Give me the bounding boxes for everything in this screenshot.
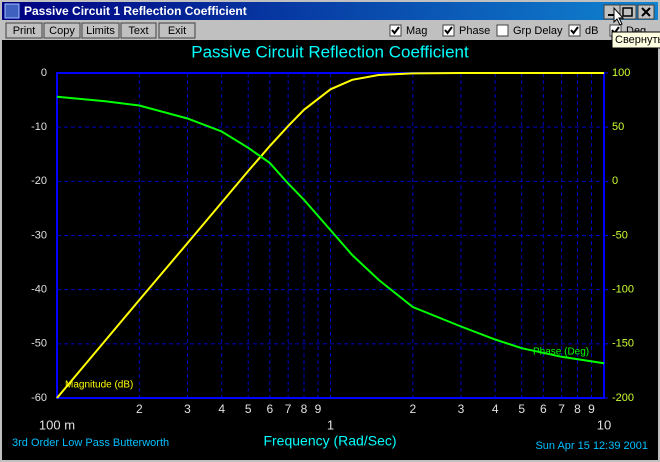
y2-tick-label: 50 [612, 121, 624, 133]
toolbar-button-label: Exit [168, 25, 186, 37]
checkbox-label: dB [585, 25, 598, 37]
checkbox[interactable] [496, 24, 509, 37]
check-mark [444, 26, 453, 35]
x-tick-label: 5 [245, 402, 252, 416]
y-tick-label: 0 [41, 67, 47, 79]
x-tick-label: 9 [588, 402, 595, 416]
check-mark [391, 26, 400, 35]
series-line [56, 95, 605, 365]
app-icon [4, 3, 20, 19]
checkbox-label: Grp Delay [513, 25, 563, 37]
toolbar-button[interactable] [43, 22, 81, 39]
x-tick-label: 10 [597, 417, 611, 432]
x-tick-label: 3 [184, 402, 191, 416]
maximize-icon [622, 7, 633, 17]
x-tick-label: 5 [518, 402, 525, 416]
x-tick-label: 7 [285, 402, 292, 416]
x-tick-label: 8 [301, 402, 308, 416]
y2-tick-label: -50 [612, 229, 628, 241]
y2-tick-label: 0 [612, 175, 618, 187]
toolbar-button[interactable] [158, 22, 196, 39]
x-tick-label: 100 m [39, 417, 75, 432]
tooltip-box [611, 31, 660, 49]
title-bar [2, 2, 658, 20]
x-tick-label: 1 [327, 417, 334, 432]
toolbar-button-label: Copy [49, 25, 75, 37]
chart: Passive Circuit Reflection Coefficient10… [12, 42, 648, 451]
series-line [56, 72, 604, 399]
checkbox-label: Mag [406, 25, 427, 37]
y2-tick-label: -200 [612, 392, 634, 404]
toolbar: Print Copy Limits Text Exit Mag Phase Grp Delay… [5, 22, 646, 39]
x-tick-label: 2 [136, 402, 143, 416]
x-tick-label: 4 [492, 402, 499, 416]
plot-border [56, 72, 605, 399]
cursor [613, 6, 625, 26]
y2-tick-label: -100 [612, 284, 634, 296]
x-tick-label: 6 [266, 402, 273, 416]
y-tick-label: -50 [31, 338, 47, 350]
y-tick-label: -30 [31, 229, 47, 241]
footer-left: 3rd Order Low Pass Butterworth [12, 437, 169, 449]
x-tick-label: 9 [315, 402, 322, 416]
y2-tick-label: 100 [612, 67, 630, 79]
x-tick-label: 8 [574, 402, 581, 416]
tooltip-text: Свернуть [615, 34, 660, 46]
y-tick-label: -40 [31, 284, 47, 296]
x-tick-label: 4 [218, 402, 225, 416]
series-label: Magnitude (dB) [65, 380, 133, 391]
tooltip: Свернуть [611, 6, 660, 49]
y-tick-label: -20 [31, 175, 47, 187]
toolbar-button-label: Limits [86, 25, 115, 37]
footer-right: Sun Apr 15 12:39 2001 [535, 440, 648, 452]
window-title: Passive Circuit 1 Reflection Coefficient [24, 4, 247, 18]
y2-tick-label: -150 [612, 338, 634, 350]
x-tick-label: 2 [409, 402, 416, 416]
x-tick-label: 3 [458, 402, 465, 416]
toolbar-button[interactable] [120, 22, 157, 39]
x-tick-label: 7 [558, 402, 565, 416]
toolbar-button-label: Print [13, 25, 36, 37]
checkbox-label: Phase [459, 25, 490, 37]
chart-title: Passive Circuit Reflection Coefficient [191, 42, 469, 61]
close-icon [641, 7, 651, 17]
x-axis-label: Frequency (Rad/Sec) [263, 433, 396, 449]
window-buttons [603, 4, 655, 20]
toolbar-button-label: Text [128, 25, 148, 37]
toolbar-button[interactable] [81, 22, 120, 39]
toolbar-button[interactable] [5, 22, 43, 39]
y-tick-label: -10 [31, 121, 47, 133]
y-tick-label: -60 [31, 392, 47, 404]
series-label: Phase (Deg) [533, 347, 589, 358]
x-tick-label: 6 [540, 402, 547, 416]
check-mark [570, 26, 579, 35]
